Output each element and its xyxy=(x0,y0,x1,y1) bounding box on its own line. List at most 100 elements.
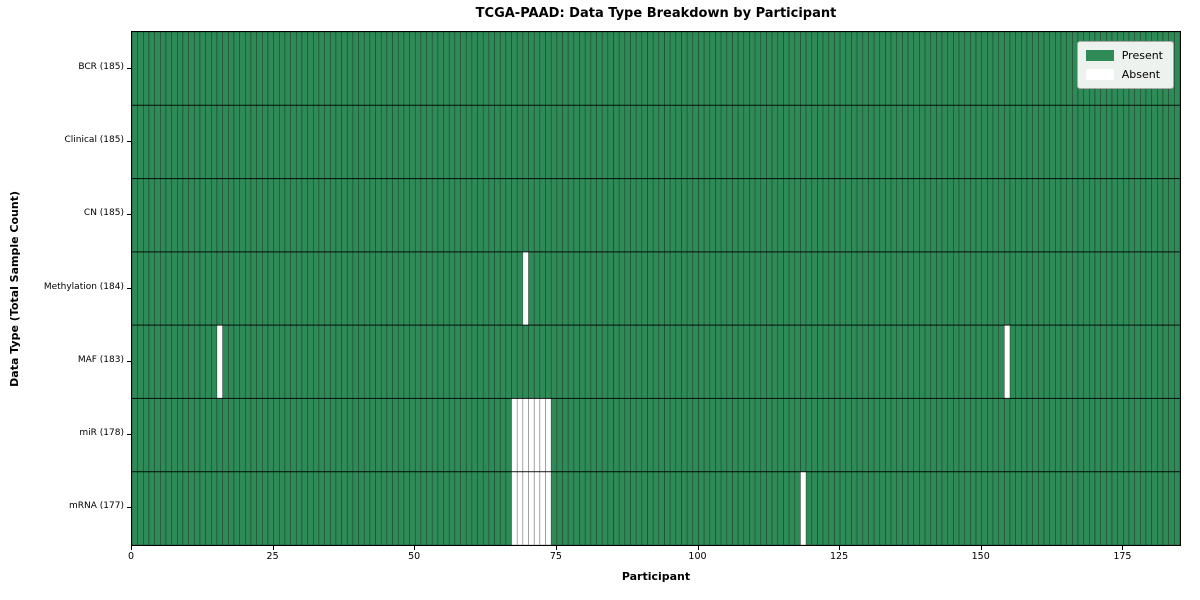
heatmap-cell-present xyxy=(783,471,790,545)
heatmap-cell-present xyxy=(239,32,246,106)
heatmap-cell-present xyxy=(919,32,926,106)
heatmap-cell-present xyxy=(924,398,932,473)
heatmap-cell-present xyxy=(771,251,779,326)
heatmap-cell-present xyxy=(1077,251,1084,326)
heatmap-cell-present xyxy=(890,398,898,473)
heatmap-cell-present xyxy=(845,398,852,473)
heatmap-cell-present xyxy=(1021,324,1028,399)
heatmap-cell-present xyxy=(1100,104,1107,179)
heatmap-cell-present xyxy=(392,398,399,473)
heatmap-cell-present xyxy=(777,178,784,253)
heatmap-cell-present xyxy=(998,32,1005,106)
heatmap-cell-present xyxy=(590,398,597,473)
heatmap-cell-present xyxy=(698,471,705,545)
heatmap-cell-present xyxy=(1162,104,1169,179)
heatmap-cell-present xyxy=(171,178,178,253)
heatmap-cell-present xyxy=(822,471,830,545)
heatmap-cell-present xyxy=(160,471,167,545)
heatmap-cell-present xyxy=(516,178,524,253)
heatmap-cell-present xyxy=(363,324,371,399)
heatmap-cell-present xyxy=(261,104,269,179)
heatmap-cell-present xyxy=(641,32,648,106)
heatmap-cell-present xyxy=(664,251,671,326)
heatmap-cell-present xyxy=(970,178,977,253)
heatmap-cell-present xyxy=(278,32,286,106)
heatmap-cell-present xyxy=(448,324,456,399)
heatmap-cell-present xyxy=(454,398,461,473)
heatmap-cell-present xyxy=(635,32,643,106)
heatmap-cell-present xyxy=(941,398,949,473)
heatmap-cell-present xyxy=(380,32,388,106)
heatmap-cell-present xyxy=(505,32,512,106)
heatmap-cell-present xyxy=(647,398,654,473)
heatmap-cell-present xyxy=(403,104,410,179)
heatmap-cell-present xyxy=(188,251,195,326)
heatmap-cell-present xyxy=(709,32,716,106)
heatmap-cell-present xyxy=(562,324,569,399)
heatmap-cell-present xyxy=(278,324,286,399)
heatmap-cell-present xyxy=(1123,104,1130,179)
heatmap-cell-present xyxy=(737,178,745,253)
heatmap-cell-present xyxy=(1117,104,1124,179)
heatmap-cell-present xyxy=(369,104,376,179)
heatmap-cell-present xyxy=(256,104,263,179)
heatmap-cell-present xyxy=(312,32,320,106)
heatmap-cell-present xyxy=(618,398,626,473)
heatmap-cell-present xyxy=(488,32,495,106)
heatmap-cell-present xyxy=(545,251,552,326)
heatmap-cell-present xyxy=(641,178,648,253)
heatmap-cell-present xyxy=(471,104,478,179)
heatmap-cell-present xyxy=(1094,251,1101,326)
y-tick-mark xyxy=(127,67,131,69)
heatmap-cell-present xyxy=(177,471,184,545)
heatmap-cell-present xyxy=(539,178,546,253)
heatmap-cell-present xyxy=(964,251,971,326)
heatmap-cell-present xyxy=(890,251,898,326)
heatmap-cell-present xyxy=(669,251,677,326)
heatmap-cell-present xyxy=(703,104,711,179)
heatmap-cell-present xyxy=(154,398,161,473)
heatmap-cell-present xyxy=(448,398,456,473)
heatmap-cell-present xyxy=(743,32,750,106)
heatmap-cell-present xyxy=(1032,398,1039,473)
heatmap-cell-present xyxy=(930,398,937,473)
heatmap-cell-present xyxy=(369,178,376,253)
heatmap-cell-present xyxy=(522,104,529,179)
heatmap-cell-present xyxy=(375,324,382,399)
heatmap-cell-present xyxy=(766,104,773,179)
heatmap-cell-present xyxy=(256,178,263,253)
heatmap-cell-present xyxy=(1089,178,1096,253)
heatmap-cell-present xyxy=(1168,324,1175,399)
heatmap-cell-present xyxy=(363,104,371,179)
heatmap-cell-present xyxy=(941,324,949,399)
heatmap-cell-present xyxy=(584,324,592,399)
heatmap-cell-present xyxy=(556,398,563,473)
heatmap-cell-present xyxy=(471,32,478,106)
heatmap-cell-present xyxy=(346,104,354,179)
heatmap-cell-present xyxy=(1043,178,1051,253)
heatmap-cell-present xyxy=(601,178,609,253)
heatmap-cell-present xyxy=(154,178,161,253)
heatmap-cell-present xyxy=(590,104,597,179)
heatmap-cell-present xyxy=(590,32,597,106)
heatmap-cell-present xyxy=(947,104,954,179)
heatmap-cell-present xyxy=(715,251,722,326)
heatmap-cell-present xyxy=(647,178,654,253)
heatmap-cell-present xyxy=(471,324,478,399)
heatmap-cell-present xyxy=(975,178,983,253)
heatmap-cell-present xyxy=(856,32,864,106)
heatmap-cell-present xyxy=(856,251,864,326)
heatmap-cell-present xyxy=(273,178,280,253)
heatmap-cell-present xyxy=(358,251,365,326)
heatmap-cell-present xyxy=(913,324,920,399)
heatmap-cell-present xyxy=(851,324,858,399)
heatmap-cell-present xyxy=(437,251,444,326)
heatmap-cell-present xyxy=(868,251,875,326)
heatmap-cell-present xyxy=(216,178,223,253)
heatmap-cell-present xyxy=(460,398,467,473)
heatmap-cell-present xyxy=(635,398,643,473)
heatmap-cell-present xyxy=(726,104,733,179)
heatmap-cell-present xyxy=(1151,178,1158,253)
heatmap-cell-present xyxy=(1026,398,1034,473)
heatmap-cell-present xyxy=(1168,471,1175,545)
